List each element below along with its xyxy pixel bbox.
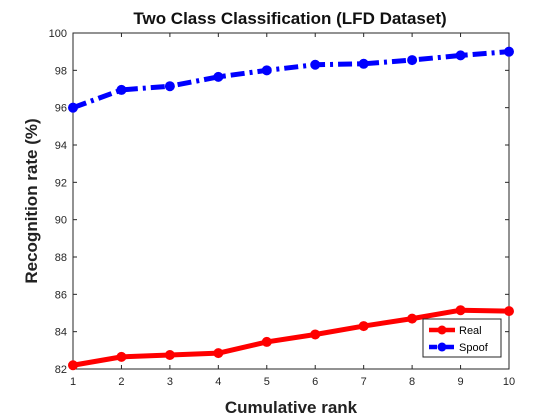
- series-real: [68, 305, 514, 371]
- data-point-real: [68, 360, 78, 371]
- x-axis-label: Cumulative rank: [225, 398, 358, 417]
- x-tick-label: 1: [70, 376, 76, 388]
- y-tick-label: 90: [55, 215, 67, 227]
- y-tick-label: 88: [55, 252, 67, 264]
- x-tick-label: 10: [503, 376, 515, 388]
- data-point-spoof: [116, 84, 127, 95]
- data-point-real: [504, 306, 514, 317]
- x-tick-label: 5: [264, 376, 270, 388]
- chart-title: Two Class Classification (LFD Dataset): [133, 9, 446, 28]
- y-tick-label: 92: [55, 177, 67, 189]
- data-point-spoof: [164, 81, 175, 92]
- y-tick-label: 82: [55, 364, 67, 376]
- legend-entry-spoof: Spoof: [429, 342, 489, 354]
- data-point-spoof: [455, 50, 466, 61]
- y-tick-label: 94: [55, 140, 67, 152]
- x-tick-label: 7: [361, 376, 367, 388]
- x-tick-label: 6: [312, 376, 318, 388]
- y-tick-label: 84: [55, 327, 67, 339]
- data-point-real: [213, 348, 224, 359]
- data-point-real: [407, 313, 418, 324]
- series-line-spoof: [72, 49, 510, 111]
- data-point-real: [358, 321, 369, 332]
- legend-box: [422, 318, 502, 358]
- data-point-spoof: [504, 46, 514, 57]
- x-tick-label: 8: [409, 376, 415, 388]
- x-axis-ticks: 1 2 3 4 5 6 7 8 9 10: [70, 33, 515, 388]
- series-layer: [68, 46, 514, 371]
- data-point-spoof: [261, 65, 272, 76]
- data-point-real: [116, 351, 127, 362]
- y-axis-ticks: 82 84 86 88 90 92 94 96 98 100: [49, 28, 509, 376]
- legend-label: Spoof: [459, 342, 489, 354]
- x-tick-label: 9: [457, 376, 463, 388]
- data-point-spoof: [213, 71, 224, 82]
- x-tick-label: 3: [167, 376, 173, 388]
- legend-marker: [437, 342, 447, 352]
- y-tick-label: 100: [49, 28, 67, 40]
- y-tick-label: 86: [55, 289, 67, 301]
- legend-label: Real: [459, 325, 482, 337]
- data-point-real: [261, 336, 272, 347]
- legend-marker: [437, 325, 447, 335]
- data-point-spoof: [407, 55, 418, 66]
- data-point-spoof: [310, 59, 321, 70]
- y-tick-label: 96: [55, 103, 67, 115]
- data-point-real: [164, 350, 175, 360]
- x-tick-label: 2: [118, 376, 124, 388]
- data-point-spoof: [68, 102, 78, 113]
- legend-entry-real: Real: [429, 325, 482, 337]
- data-point-spoof: [358, 58, 369, 69]
- x-tick-label: 4: [215, 376, 221, 388]
- legend: Real Spoof: [422, 318, 502, 358]
- data-point-real: [310, 329, 321, 340]
- y-tick-label: 98: [55, 65, 67, 77]
- series-line-real: [72, 307, 510, 368]
- series-spoof: [68, 46, 514, 113]
- y-axis-label: Recognition rate (%): [22, 118, 41, 283]
- data-point-real: [455, 305, 466, 316]
